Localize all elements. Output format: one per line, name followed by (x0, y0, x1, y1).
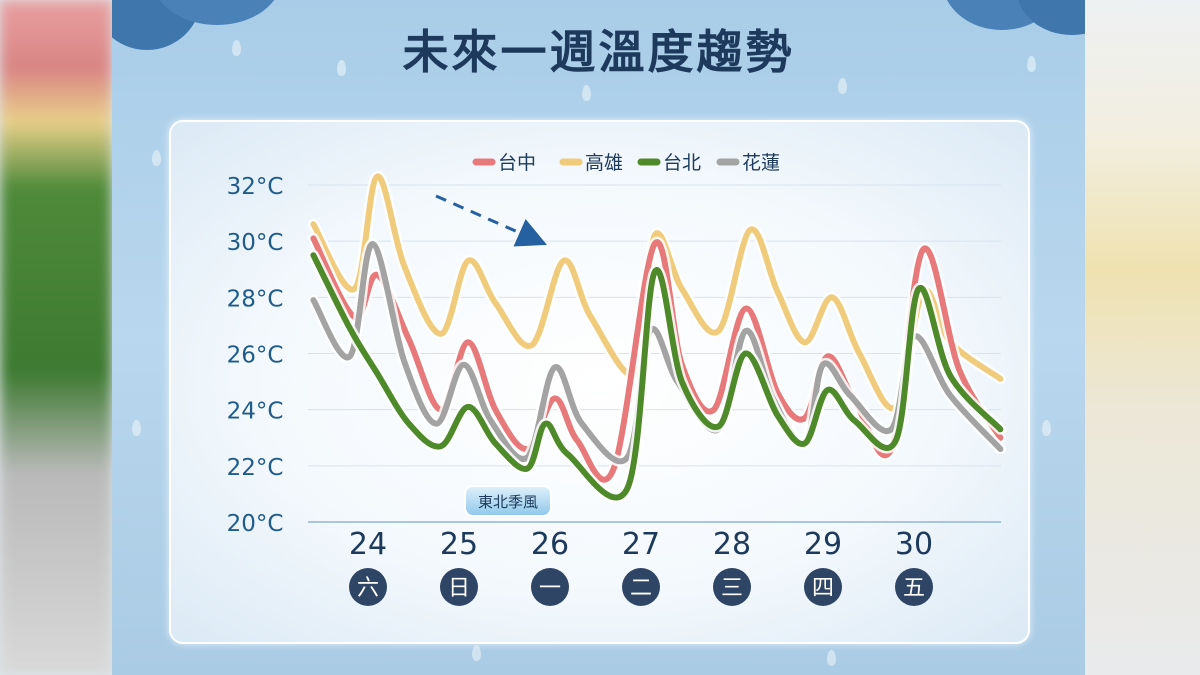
trend-arrow (435, 194, 547, 247)
x-weekday-label: 五 (903, 576, 925, 601)
y-axis-ticks: 20°C 22°C 24°C 26°C 28°C 30°C 32°C (227, 174, 284, 537)
x-weekday-label: 三 (721, 576, 743, 601)
y-tick-label: 28°C (227, 286, 284, 312)
weekday-badge (349, 568, 387, 606)
x-weekday-label: 一 (539, 576, 561, 601)
x-weekday-label: 四 (812, 576, 834, 601)
x-weekday-label: 日 (448, 576, 470, 601)
x-date-label: 29 (804, 527, 842, 562)
temperature-chart: 20°C 22°C 24°C 26°C 28°C 30°C 32°C 24 六 25 日 26 一 27… (227, 152, 1006, 606)
chart-legend: 台中 高雄 台北 花蓮 (472, 152, 780, 174)
raindrop (1042, 420, 1051, 436)
chart-card: 20°C 22°C 24°C 26°C 28°C 30°C 32°C 24 六 25 日 26 一 27… (169, 120, 1030, 644)
raindrop (838, 78, 847, 94)
raindrop (827, 650, 836, 666)
weather-graphic-panel: 未來一週溫度趨勢 20°C 22°C 24°C 26°C 28°C 30°C 32°C 24… (112, 0, 1085, 675)
left-blurred-backdrop (0, 0, 112, 675)
weekday-badge (440, 568, 478, 606)
northeast-monsoon-label: 東北季風 (478, 493, 538, 511)
raindrop (132, 420, 141, 436)
y-tick-label: 26°C (227, 343, 284, 369)
x-date-label: 27 (622, 527, 660, 562)
weekday-badge (895, 568, 933, 606)
legend-label: 台北 (663, 152, 701, 174)
x-date-label: 28 (713, 527, 751, 562)
y-tick-label: 24°C (227, 399, 284, 425)
series-line-台北 (310, 252, 1004, 501)
y-tick-label: 22°C (227, 455, 284, 481)
x-weekday-label: 六 (357, 576, 379, 601)
x-date-label: 30 (895, 527, 933, 562)
raindrop (582, 85, 591, 101)
weekday-badge (622, 568, 660, 606)
weekday-badge (804, 568, 842, 606)
y-tick-label: 30°C (227, 230, 284, 256)
x-date-label: 25 (440, 527, 478, 562)
raindrop (232, 40, 241, 56)
y-tick-label: 20°C (227, 511, 284, 537)
weekday-badge (713, 568, 751, 606)
northeast-monsoon-badge: 東北季風 (464, 485, 552, 517)
raindrop (152, 150, 161, 166)
y-tick-label: 32°C (227, 174, 284, 200)
page-title: 未來一週溫度趨勢 (402, 25, 795, 79)
x-date-label: 24 (349, 527, 387, 562)
x-date-label: 26 (531, 527, 569, 562)
weekday-badge (531, 568, 569, 606)
series-lines (307, 171, 1006, 503)
x-weekday-label: 二 (630, 576, 652, 601)
raindrop (337, 60, 346, 76)
legend-label: 台中 (498, 152, 536, 174)
right-blurred-backdrop (1085, 0, 1200, 675)
raindrop (472, 645, 481, 661)
raindrop (1027, 56, 1036, 72)
legend-label: 花蓮 (742, 152, 780, 174)
legend-label: 高雄 (585, 152, 623, 174)
x-axis-ticks: 24 六 25 日 26 一 27 二 28 三 29 四 30 五 (349, 527, 933, 606)
